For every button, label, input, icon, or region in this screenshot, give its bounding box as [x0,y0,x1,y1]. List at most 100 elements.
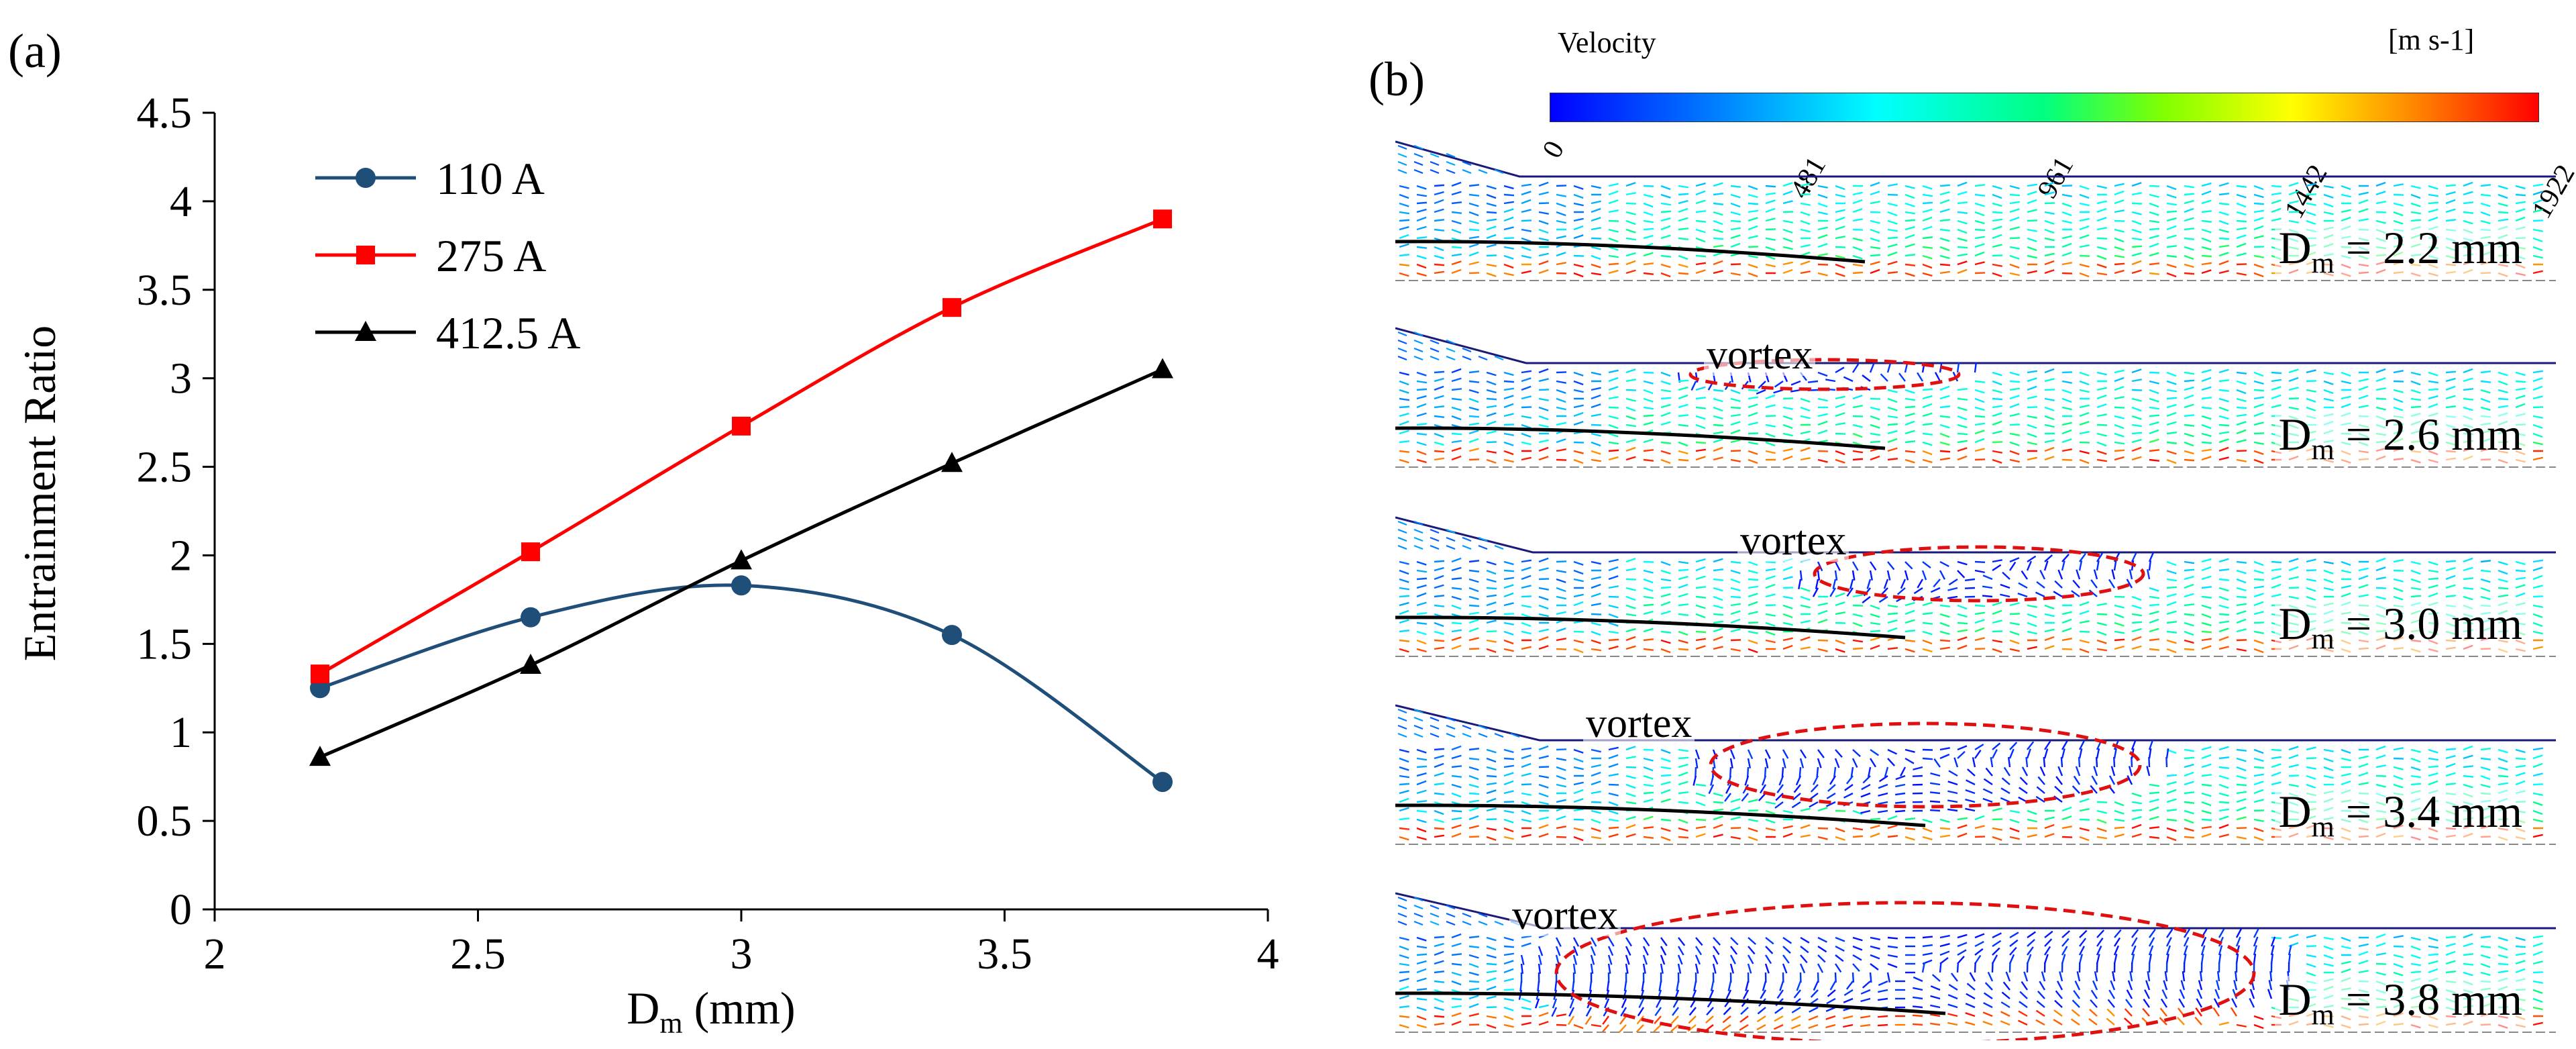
velocity-vector [1870,824,1880,830]
velocity-vector [1713,244,1724,248]
velocity-vector [2126,579,2133,589]
velocity-vector [1800,954,1808,964]
velocity-vector [1887,758,1896,766]
velocity-vector [2463,191,2473,196]
velocity-vector [1852,604,1864,607]
velocity-vector [2044,237,2055,242]
velocity-vector [2201,621,2212,627]
velocity-vector [2323,185,2334,189]
velocity-vector [1748,836,1758,842]
velocity-vector [1430,355,1440,361]
velocity-vector [1852,271,1864,274]
velocity-vector [1974,422,1986,426]
y-tick-label: 2 [170,531,192,580]
velocity-vector [2201,190,2212,196]
velocity-vector [1434,772,1444,777]
velocity-vector [1834,561,1841,571]
velocity-vector [1399,836,1409,841]
velocity-vector [1573,225,1584,231]
velocity-vector [2236,413,2247,417]
velocity-vector [2044,260,2055,266]
velocity-vector [2182,970,2186,982]
velocity-vector [1503,989,1515,991]
velocity-vector [1503,1006,1514,1011]
velocity-vector [2480,766,2491,771]
velocity-vector [1521,432,1532,438]
velocity-vector [1643,219,1654,223]
velocity-vector [1957,406,1968,411]
velocity-vector [2375,587,2387,589]
velocity-vector [2271,583,2282,589]
velocity-vector [1852,432,1863,438]
velocity-vector [2096,945,2102,956]
velocity-vector [2236,798,2247,803]
x-axis-label: Dm (mm) [627,983,795,1040]
legend-marker-2 [355,321,376,341]
velocity-vector [1468,272,1480,274]
velocity-vector [1434,621,1444,628]
velocity-vector [1608,585,1619,589]
velocity-vector [2445,405,2457,409]
velocity-vector [2358,575,2369,581]
velocity-vector [1835,936,1845,942]
velocity-vector [2341,185,2351,191]
velocity-vector [2236,227,2247,231]
dm-label: Dm = 2.6 mm [2274,411,2526,466]
velocity-vector [2096,185,2107,189]
velocity-vector [1556,587,1566,593]
velocity-vector [1521,254,1532,259]
velocity-vector [2093,569,2098,580]
velocity-vector [1992,458,2002,464]
velocity-vector [1625,578,1637,581]
velocity-vector [1538,792,1549,798]
velocity-vector [2393,397,2404,403]
velocity-vector [2358,960,2369,965]
velocity-vector [2393,747,2404,751]
velocity-vector [1695,190,1706,196]
velocity-vector [2027,646,2037,650]
velocity-vector [2532,566,2543,572]
velocity-vector [1486,797,1497,803]
velocity-vector [1434,566,1444,572]
velocity-vector [2096,648,2108,652]
velocity-vector [1974,430,1985,435]
velocity-vector [1643,798,1654,803]
velocity-vector [1730,628,1741,633]
velocity-vector [2025,756,2029,768]
velocity-vector [2201,833,2212,838]
velocity-vector [2375,219,2386,224]
velocity-vector [1521,370,1532,374]
velocity-vector [1486,405,1497,409]
velocity-vector [2131,438,2142,444]
velocity-vector [1992,218,2003,222]
velocity-vector [1748,209,1759,213]
velocity-vector [2445,970,2457,974]
velocity-vector [1572,954,1578,965]
velocity-vector [1399,630,1410,633]
legend-label-1: 275 A [436,230,546,281]
velocity-vector [1765,575,1776,581]
velocity-vector [2253,936,2259,947]
velocity-vector [2088,1018,2098,1026]
velocity-vector [1608,604,1619,609]
velocity-vector [2323,936,2334,940]
velocity-vector [2184,575,2194,581]
velocity-vector [2410,587,2422,591]
velocity-vector [2200,945,2206,956]
velocity-vector [1399,430,1409,435]
velocity-vector [2184,801,2195,804]
velocity-vector [2079,217,2090,222]
velocity-vector [1521,754,1532,760]
velocity-vector [1930,587,1941,593]
velocity-vector [2027,818,2037,823]
velocity-vector [1451,455,1462,461]
velocity-vector [1974,627,1985,633]
velocity-vector [1608,746,1619,751]
velocity-vector [1556,397,1566,403]
velocity-vector [2061,638,2072,642]
velocity-vector [1939,219,1951,222]
velocity-vector [1730,806,1741,812]
velocity-vector [1957,415,1968,421]
velocity-vector [2218,1021,2229,1026]
velocity-vector [2218,193,2230,196]
